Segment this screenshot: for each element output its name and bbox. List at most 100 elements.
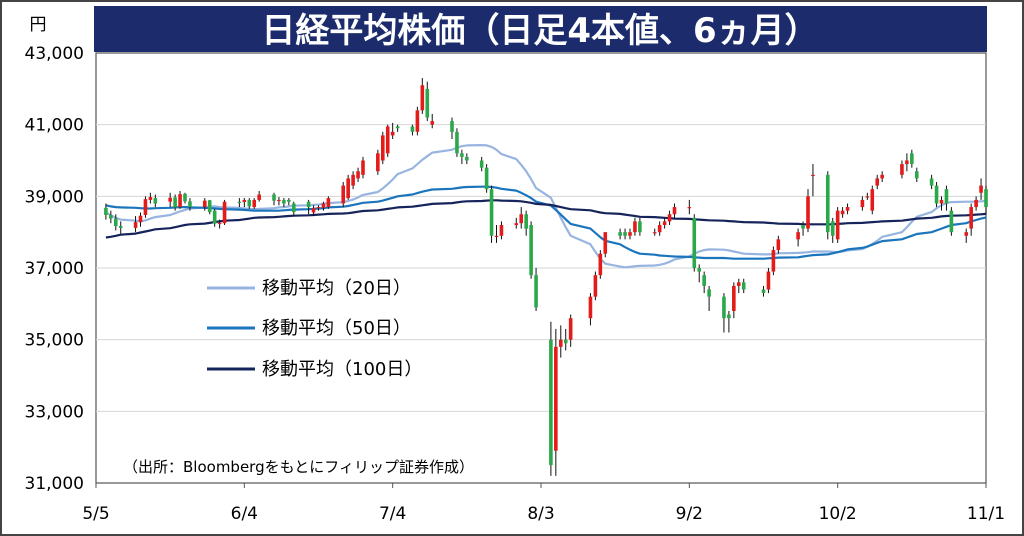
candle-body — [568, 318, 573, 340]
candle-body — [341, 185, 346, 204]
candle-body — [499, 225, 504, 236]
candle — [830, 217, 835, 243]
y-tick-label: 35,000 — [25, 331, 84, 351]
moving-average-layer — [105, 144, 987, 269]
candle-body — [900, 164, 904, 175]
candle — [806, 189, 810, 233]
candle — [153, 194, 158, 208]
candle — [905, 153, 909, 172]
candle-body — [514, 223, 519, 225]
candle — [736, 278, 741, 294]
candle — [549, 321, 553, 476]
candle-body — [835, 210, 840, 240]
candle-body — [806, 196, 810, 229]
candle — [796, 228, 800, 247]
candle-body — [465, 156, 469, 161]
candle-body — [563, 339, 568, 344]
candle — [697, 264, 702, 283]
candle — [202, 198, 207, 211]
candle-body — [825, 174, 830, 233]
candle — [380, 131, 385, 165]
candle-body — [722, 296, 726, 319]
candle — [687, 199, 692, 215]
candle — [766, 268, 771, 294]
candle-body — [969, 207, 973, 229]
candle — [702, 271, 706, 294]
candle — [776, 235, 781, 254]
candle-body — [217, 222, 222, 225]
candle — [771, 246, 776, 276]
candle — [326, 196, 331, 209]
candle-body — [934, 185, 939, 204]
candle-body — [776, 239, 781, 251]
candle-body — [272, 194, 276, 201]
series-line-ma100 — [105, 199, 987, 239]
candle-body — [623, 232, 627, 236]
legend-label-ma20: 移動平均（20日） — [262, 278, 411, 299]
candle-body — [519, 214, 524, 224]
candle — [638, 217, 642, 236]
candle — [722, 293, 726, 333]
x-tick-label: 11/1 — [967, 504, 1005, 524]
candle — [944, 185, 949, 211]
candle-body — [905, 160, 909, 165]
candle — [385, 124, 390, 157]
candle-body — [479, 160, 484, 168]
y-tick-label: 37,000 — [25, 259, 84, 279]
candle — [148, 192, 153, 204]
candle — [460, 149, 464, 165]
candle — [593, 271, 598, 301]
candle-body — [801, 225, 805, 229]
candle — [979, 178, 983, 200]
candle-body — [376, 153, 380, 172]
candle-body — [860, 199, 865, 208]
candle — [321, 201, 326, 211]
candle — [222, 199, 227, 225]
series-line-ma50 — [105, 185, 987, 260]
candle-body — [153, 198, 158, 204]
candle-body — [207, 200, 212, 213]
candle — [949, 207, 954, 236]
candle-body — [252, 199, 257, 208]
candle — [237, 198, 242, 208]
candle — [247, 198, 252, 209]
candle-body — [287, 199, 291, 202]
candle-body — [910, 153, 914, 165]
candle-body — [766, 271, 771, 290]
candle-body — [761, 289, 766, 294]
candle — [489, 185, 494, 243]
candle-body — [455, 131, 459, 154]
candle — [113, 214, 118, 231]
legend: 移動平均（20日） 移動平均（50日） 移動平均（100日） — [207, 278, 422, 380]
candle — [494, 225, 499, 243]
candle-body — [361, 160, 365, 175]
candle-body — [450, 121, 454, 132]
candle-body — [257, 194, 261, 200]
y-axis-ticks: 43,000 41,000 39,000 37,000 35,000 33,000 31,0… — [25, 44, 84, 494]
y-tick-label: 43,000 — [25, 44, 84, 64]
candle — [395, 124, 400, 132]
candle-body — [356, 171, 360, 179]
x-axis-ticks: 5/5 6/4 7/4 8/3 9/2 10/2 11/1 — [82, 483, 1005, 524]
candle-body — [222, 201, 227, 224]
candle — [929, 174, 934, 190]
x-tick-label: 9/2 — [676, 504, 703, 524]
candle-body — [771, 250, 776, 272]
candle-body — [949, 210, 954, 233]
candle — [306, 199, 311, 215]
candle-body — [618, 232, 622, 236]
candle-body — [554, 346, 558, 451]
candle-body — [415, 110, 420, 132]
candle — [880, 171, 884, 182]
candle-body — [692, 217, 697, 268]
candle-body — [811, 174, 815, 177]
candle — [168, 192, 172, 208]
candle — [346, 174, 350, 200]
candle — [652, 228, 657, 236]
candle-body — [549, 339, 553, 466]
candle — [178, 190, 182, 209]
candle — [732, 282, 736, 319]
candle-body — [667, 214, 672, 222]
candle — [410, 124, 415, 136]
candle-body — [984, 189, 988, 208]
